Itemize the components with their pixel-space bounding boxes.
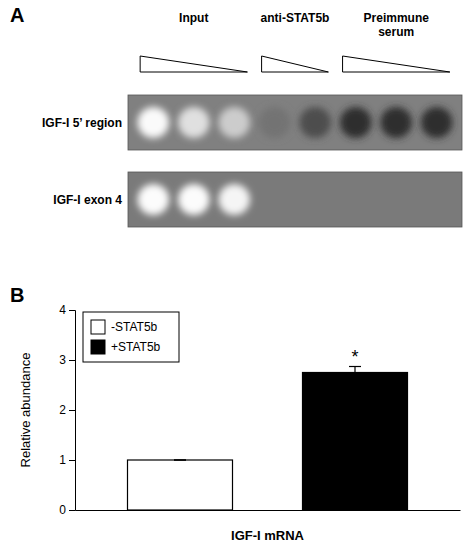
bar-panel: B * 0 1 2 3 4 Relative abundance IGF-I mRNA -STAT… — [10, 284, 461, 543]
y-tick: 4 — [59, 303, 75, 317]
gel-background — [128, 172, 462, 227]
gel-row — [128, 95, 462, 150]
y-axis-line — [69, 311, 76, 511]
y-tick: 0 — [59, 503, 75, 517]
gel-band — [421, 107, 453, 138]
panel-label: B — [10, 284, 24, 306]
y-axis-title: Relative abundance — [18, 353, 33, 468]
x-axis-title: IGF-I mRNA — [231, 528, 305, 543]
legend-swatch — [91, 320, 105, 334]
plot-area — [128, 367, 408, 511]
y-tick-mark — [69, 360, 75, 361]
amount-triangle — [140, 56, 247, 72]
error-bar — [349, 367, 361, 379]
bar — [303, 373, 408, 511]
gel-band — [138, 184, 170, 215]
gel-band — [218, 107, 250, 138]
legend-frame — [83, 312, 179, 362]
gel-band — [380, 107, 412, 138]
bar — [128, 460, 233, 510]
gel-background — [128, 95, 462, 150]
legend: -STAT5b +STAT5b — [83, 312, 179, 362]
y-tick-label: 3 — [59, 353, 66, 367]
legend-label: -STAT5b — [111, 320, 158, 334]
panel-label: A — [10, 4, 24, 26]
y-tick: 1 — [59, 453, 75, 467]
row-label: IGF-I 5’ region — [42, 116, 122, 130]
y-tick-label: 0 — [59, 503, 66, 517]
group-label: Input — [179, 11, 208, 25]
x-axis — [76, 510, 461, 511]
gel-panel: A Input anti-STAT5b Preimmuneserum IGF-I 5’ … — [10, 4, 462, 227]
error-cap — [174, 459, 186, 460]
amount-triangle — [343, 56, 450, 72]
y-tick-mark — [69, 510, 75, 511]
gel-border — [128, 172, 462, 227]
x-axis-line — [76, 510, 461, 511]
y-tick-mark — [69, 460, 75, 461]
y-axis: 0 1 2 3 4 — [59, 303, 75, 517]
amount-triangle — [262, 56, 329, 72]
y-tick-label: 1 — [59, 453, 66, 467]
error-bar — [174, 460, 186, 461]
gel-band — [340, 107, 372, 138]
y-tick-mark — [69, 410, 75, 411]
y-tick: 2 — [59, 403, 75, 417]
gel-border — [128, 95, 462, 150]
gel-band — [138, 107, 170, 138]
gel-band — [178, 184, 210, 215]
gel-band — [259, 107, 291, 138]
gel-band — [178, 107, 210, 138]
gel-band — [218, 184, 250, 215]
gel-band — [299, 107, 331, 138]
group-label: anti-STAT5b — [261, 11, 330, 25]
y-tick-label: 4 — [59, 303, 66, 317]
legend-swatch — [91, 340, 105, 354]
gel-row — [128, 172, 462, 227]
y-tick: 3 — [59, 353, 75, 367]
error-cap — [174, 459, 186, 460]
legend-label: +STAT5b — [111, 340, 161, 354]
group-label: Preimmuneserum — [364, 11, 430, 39]
row-label: IGF-I exon 4 — [53, 193, 122, 207]
figure: A Input anti-STAT5b Preimmuneserum IGF-I 5’ … — [0, 0, 474, 560]
y-tick-mark — [69, 310, 75, 311]
error-cap — [349, 378, 361, 379]
error-stem — [354, 367, 355, 379]
significance-label: * — [351, 347, 358, 367]
y-tick-label: 2 — [59, 403, 66, 417]
